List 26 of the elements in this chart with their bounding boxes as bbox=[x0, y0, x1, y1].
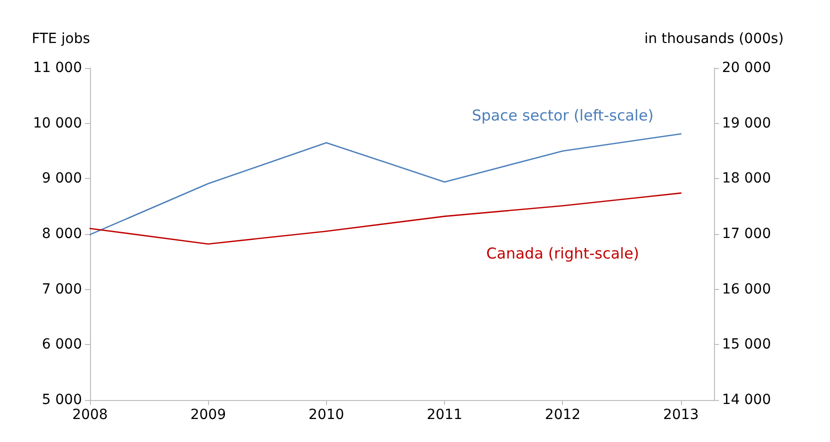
y-tick-label: 5 000 bbox=[42, 392, 82, 408]
y2-axis-title: in thousands (000s) bbox=[644, 31, 784, 47]
x-tick-label: 2012 bbox=[544, 407, 581, 423]
y-tick-label: 7 000 bbox=[42, 281, 82, 298]
y-tick-label: 8 000 bbox=[42, 226, 82, 242]
y2-tick-label: 16 000 bbox=[722, 281, 771, 298]
series-label: Space sector (left-scale) bbox=[472, 106, 654, 124]
y2-tick-label: 19 000 bbox=[722, 115, 771, 132]
y2-tick-label: 17 000 bbox=[722, 226, 771, 242]
line-series bbox=[89, 133, 682, 236]
y-tick-label: 11 000 bbox=[33, 60, 82, 76]
y2-tick-label: 14 000 bbox=[722, 392, 771, 408]
x-tick-label: 2011 bbox=[426, 407, 462, 423]
y2-tick-label: 15 000 bbox=[722, 336, 771, 353]
x-tick-label: 2010 bbox=[308, 407, 344, 423]
y2-tick-label: 18 000 bbox=[722, 170, 771, 187]
x-tick-label: 2013 bbox=[663, 407, 699, 423]
x-tick-label: 2009 bbox=[190, 407, 226, 423]
y-tick-label: 10 000 bbox=[33, 115, 82, 132]
y2-tick-label: 20 000 bbox=[722, 60, 771, 76]
y-axis-title: FTE jobs bbox=[32, 31, 90, 47]
line-series bbox=[89, 192, 682, 245]
text: Canada (right-scale) bbox=[486, 244, 640, 262]
y-tick-label: 9 000 bbox=[42, 170, 82, 187]
y-tick-label: 6 000 bbox=[42, 336, 82, 353]
x-tick-label: 2008 bbox=[72, 407, 108, 423]
